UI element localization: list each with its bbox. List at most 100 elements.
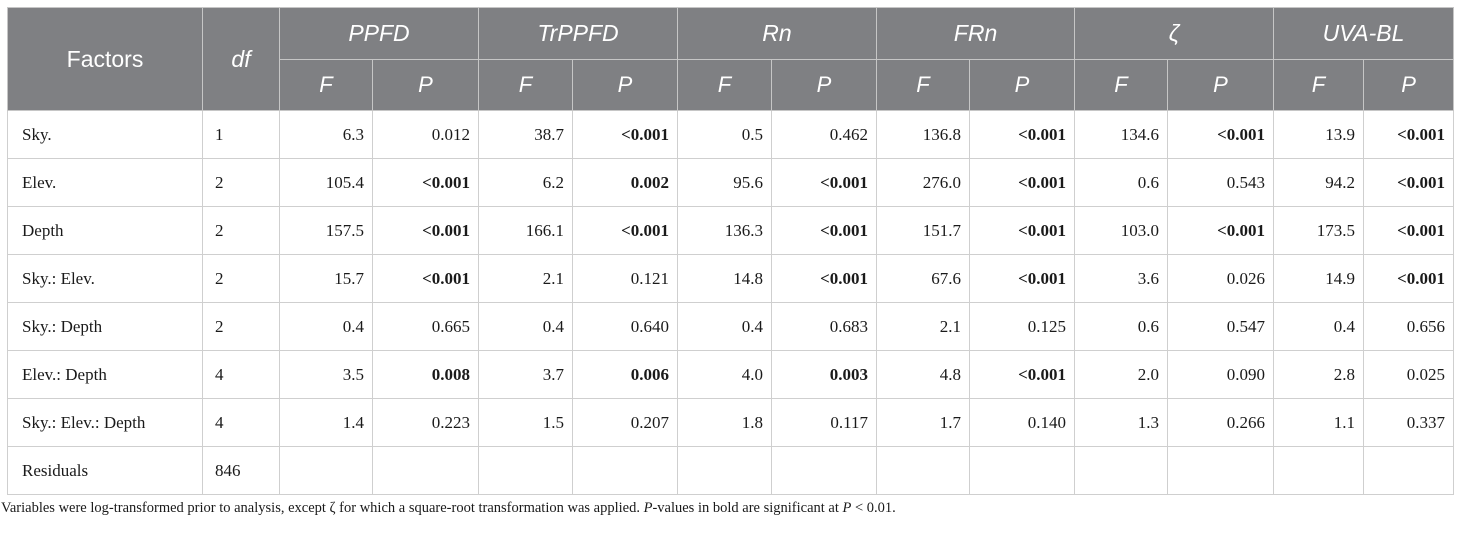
f-value-cell: 14.8 bbox=[677, 254, 772, 303]
p-value-cell: <0.001 bbox=[771, 206, 877, 255]
p-value-cell: 0.026 bbox=[1167, 254, 1275, 303]
factor-cell: Elev. bbox=[7, 158, 203, 207]
p-value-cell: <0.001 bbox=[1167, 206, 1275, 255]
f-value-cell: 1.8 bbox=[677, 398, 772, 447]
f-value-cell: 1.5 bbox=[478, 398, 573, 447]
f-value-cell: 13.9 bbox=[1273, 110, 1365, 159]
empty-cell bbox=[372, 446, 479, 495]
f-value-cell: 2.1 bbox=[876, 302, 970, 351]
p-value-cell: <0.001 bbox=[1363, 158, 1455, 207]
f-value-cell: 0.4 bbox=[1273, 302, 1365, 351]
p-value-cell: 0.207 bbox=[572, 398, 678, 447]
p-value-cell: 0.090 bbox=[1167, 350, 1275, 399]
f-value-cell: 67.6 bbox=[876, 254, 970, 303]
p-value-cell: 0.462 bbox=[771, 110, 877, 159]
header-f: F bbox=[876, 59, 970, 111]
df-cell: 1 bbox=[202, 110, 280, 159]
header-factors: Factors bbox=[7, 7, 203, 111]
header-row-stats: F P F P F P F P F P F P bbox=[8, 59, 1455, 111]
p-value-cell: <0.001 bbox=[1363, 254, 1455, 303]
factor-cell: Sky.: Depth bbox=[7, 302, 203, 351]
table-row: Residuals 846 bbox=[7, 446, 1455, 495]
f-value-cell: 0.6 bbox=[1074, 158, 1169, 207]
f-value-cell: 0.6 bbox=[1074, 302, 1169, 351]
df-cell: 2 bbox=[202, 206, 280, 255]
p-value-cell: <0.001 bbox=[771, 158, 877, 207]
p-value-cell: 0.140 bbox=[968, 398, 1076, 447]
p-value-cell: 0.683 bbox=[771, 302, 877, 351]
table-row: Elev.: Depth 4 3.5 0.008 3.7 0.006 4.0 0… bbox=[7, 350, 1455, 399]
p-value-cell: <0.001 bbox=[372, 158, 479, 207]
table-row: Sky.: Elev.: Depth 4 1.4 0.223 1.5 0.207… bbox=[7, 398, 1455, 447]
table-row: Depth 2 157.5 <0.001 166.1 <0.001 136.3 … bbox=[7, 206, 1455, 255]
df-cell: 4 bbox=[202, 350, 280, 399]
f-value-cell: 1.7 bbox=[876, 398, 970, 447]
header-row-groups: Factors df PPFD TrPPFD Rn FRn ζ UVA-BL bbox=[7, 7, 1455, 111]
empty-cell bbox=[1363, 446, 1455, 495]
p-value-cell: 0.223 bbox=[372, 398, 479, 447]
f-value-cell: 14.9 bbox=[1273, 254, 1365, 303]
header-f: F bbox=[677, 59, 772, 111]
f-value-cell: 95.6 bbox=[677, 158, 772, 207]
f-value-cell: 151.7 bbox=[876, 206, 970, 255]
table-row: Elev. 2 105.4 <0.001 6.2 0.002 95.6 <0.0… bbox=[7, 158, 1455, 207]
empty-cell bbox=[1167, 446, 1275, 495]
f-value-cell: 6.3 bbox=[279, 110, 373, 159]
table-row: Sky.: Elev. 2 15.7 <0.001 2.1 0.121 14.8… bbox=[7, 254, 1455, 303]
table-body: Sky. 1 6.3 0.012 38.7 <0.001 0.5 0.462 1… bbox=[7, 110, 1455, 495]
empty-cell bbox=[876, 446, 970, 495]
p-value-cell: <0.001 bbox=[771, 254, 877, 303]
p-value-cell: 0.117 bbox=[771, 398, 877, 447]
footnote-p-symbol: P bbox=[842, 500, 852, 516]
header-p: P bbox=[771, 59, 877, 111]
p-value-cell: 0.665 bbox=[372, 302, 479, 351]
df-cell: 4 bbox=[202, 398, 280, 447]
table-row: Sky. 1 6.3 0.012 38.7 <0.001 0.5 0.462 1… bbox=[7, 110, 1455, 159]
header-p: P bbox=[968, 59, 1076, 111]
p-value-cell: <0.001 bbox=[372, 254, 479, 303]
header-f: F bbox=[1273, 59, 1365, 111]
empty-cell bbox=[279, 446, 373, 495]
df-cell: 2 bbox=[202, 158, 280, 207]
p-value-cell: 0.025 bbox=[1363, 350, 1455, 399]
p-value-cell: <0.001 bbox=[968, 110, 1076, 159]
f-value-cell: 173.5 bbox=[1273, 206, 1365, 255]
p-value-cell: 0.012 bbox=[372, 110, 479, 159]
p-value-cell: 0.656 bbox=[1363, 302, 1455, 351]
f-value-cell: 0.5 bbox=[677, 110, 772, 159]
df-cell: 846 bbox=[202, 446, 280, 495]
factor-cell: Sky. bbox=[7, 110, 203, 159]
empty-cell bbox=[1273, 446, 1365, 495]
f-value-cell: 276.0 bbox=[876, 158, 970, 207]
p-value-cell: 0.543 bbox=[1167, 158, 1275, 207]
empty-cell bbox=[572, 446, 678, 495]
p-value-cell: 0.002 bbox=[572, 158, 678, 207]
f-value-cell: 0.4 bbox=[279, 302, 373, 351]
f-value-cell: 0.4 bbox=[677, 302, 772, 351]
f-value-cell: 136.8 bbox=[876, 110, 970, 159]
header-df: df bbox=[202, 7, 280, 111]
empty-cell bbox=[968, 446, 1076, 495]
header-group-rn: Rn bbox=[677, 7, 877, 60]
p-value-cell: <0.001 bbox=[968, 158, 1076, 207]
f-value-cell: 166.1 bbox=[478, 206, 573, 255]
table-row: Sky.: Depth 2 0.4 0.665 0.4 0.640 0.4 0.… bbox=[7, 302, 1455, 351]
f-value-cell: 0.4 bbox=[478, 302, 573, 351]
factor-cell: Depth bbox=[7, 206, 203, 255]
p-value-cell: 0.337 bbox=[1363, 398, 1455, 447]
header-f: F bbox=[478, 59, 573, 111]
header-group-uva-bl: UVA-BL bbox=[1273, 7, 1455, 60]
f-value-cell: 4.0 bbox=[677, 350, 772, 399]
f-value-cell: 3.7 bbox=[478, 350, 573, 399]
p-value-cell: <0.001 bbox=[968, 206, 1076, 255]
f-value-cell: 1.3 bbox=[1074, 398, 1169, 447]
f-value-cell: 2.1 bbox=[478, 254, 573, 303]
header-group-trppfd: TrPPFD bbox=[478, 7, 678, 60]
table-footnote: Variables were log-transformed prior to … bbox=[1, 500, 1447, 517]
header-group-frn: FRn bbox=[875, 7, 1076, 60]
p-value-cell: <0.001 bbox=[1167, 110, 1275, 159]
footnote-text: -values in bold are significant at bbox=[652, 500, 843, 516]
factor-cell: Residuals bbox=[7, 446, 203, 495]
f-value-cell: 15.7 bbox=[279, 254, 373, 303]
f-value-cell: 3.6 bbox=[1074, 254, 1169, 303]
